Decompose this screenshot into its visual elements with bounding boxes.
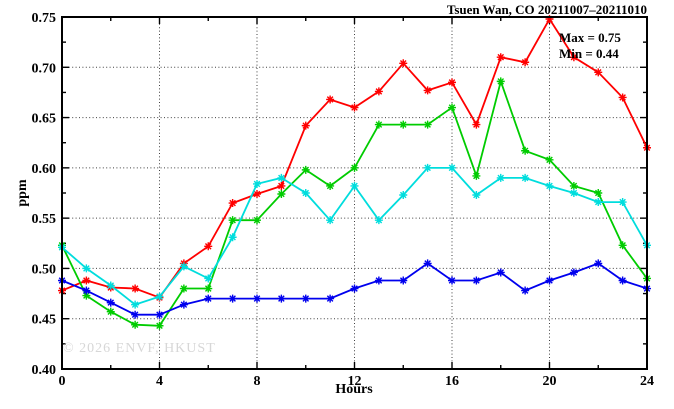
y-tick-label: 0.70 xyxy=(32,61,57,76)
plot-border xyxy=(61,16,648,370)
y-tick-label: 0.45 xyxy=(32,313,57,328)
max-annotation: Max = 0.75 xyxy=(559,30,621,45)
x-axis-label: Hours xyxy=(335,382,373,397)
y-tick-label: 0.75 xyxy=(32,11,57,26)
x-tick-label: 8 xyxy=(254,374,261,389)
max-min-annotation: Max = 0.75 Min = 0.44 xyxy=(559,30,621,62)
x-tick-label: 4 xyxy=(156,374,163,389)
chart-title: Tsuen Wan, CO 20211007–20211010 xyxy=(446,2,647,17)
x-tick-label: 20 xyxy=(543,374,557,389)
y-tick-label: 0.50 xyxy=(32,262,57,277)
min-annotation: Min = 0.44 xyxy=(559,46,619,61)
watermark: © 2026 ENVF, HKUST xyxy=(63,341,216,356)
y-tick-label: 0.55 xyxy=(32,212,57,227)
x-tick-label: 12 xyxy=(348,374,362,389)
x-tick-label: 24 xyxy=(640,374,654,389)
y-tick-label: 0.40 xyxy=(32,363,57,378)
y-tick-label: 0.60 xyxy=(32,162,57,177)
x-tick-label: 0 xyxy=(59,374,66,389)
x-tick-label: 16 xyxy=(445,374,459,389)
y-axis-label: ppm xyxy=(15,179,30,207)
y-tick-label: 0.65 xyxy=(32,112,57,127)
